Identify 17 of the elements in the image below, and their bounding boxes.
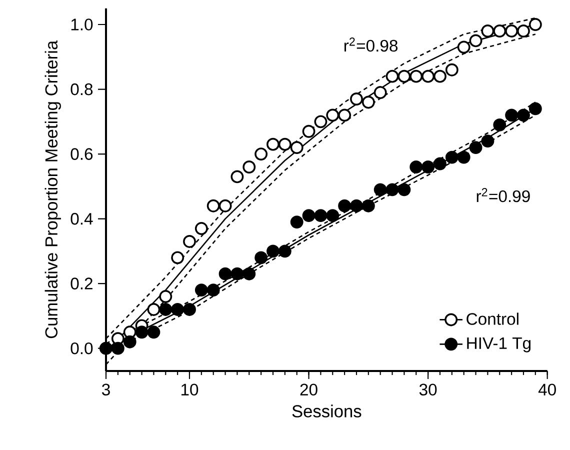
y-tick-label: 0.8 bbox=[70, 83, 93, 96]
y-tick-label: 0.4 bbox=[70, 212, 93, 225]
x-axis-title: Sessions bbox=[292, 404, 362, 418]
legend-label: HIV-1 Tg bbox=[467, 337, 530, 352]
y-tick-label: 1.0 bbox=[71, 18, 93, 30]
annotation: r$^{2}$=0.99 bbox=[476, 188, 530, 202]
annotation: r$^{2}$=0.98 bbox=[344, 38, 398, 52]
x-tick-label: 30 bbox=[419, 384, 437, 396]
legend-label: Control bbox=[466, 312, 518, 325]
y-tick-label: 0.6 bbox=[70, 148, 93, 160]
y-axis-title: Cumulative Proportion Meeting Criteria bbox=[44, 40, 61, 338]
x-tick-label: 40 bbox=[538, 384, 556, 396]
x-tick-label: 10 bbox=[182, 384, 198, 396]
x-tick-label: 20 bbox=[300, 384, 318, 396]
y-tick-label: 0.2 bbox=[70, 278, 92, 290]
y-tick-label: 0.0 bbox=[70, 342, 93, 354]
x-tick-label: 3 bbox=[102, 384, 110, 396]
